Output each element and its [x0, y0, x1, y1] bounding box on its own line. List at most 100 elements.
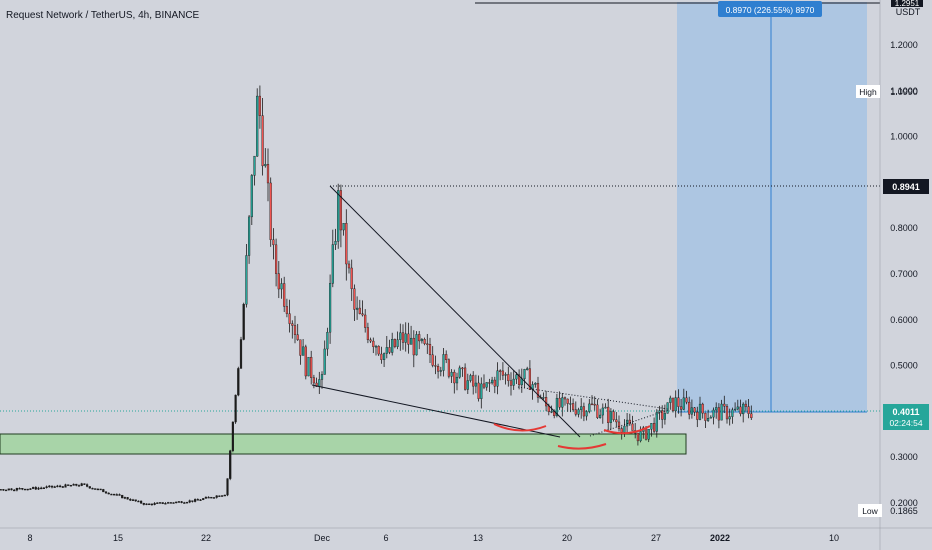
candle-body — [7, 488, 10, 491]
candle-body — [615, 419, 618, 423]
candle-body — [139, 500, 143, 504]
candle-body — [455, 376, 459, 384]
candle-body — [542, 397, 545, 399]
candle-body — [283, 283, 286, 307]
candle-body — [164, 503, 167, 505]
candle-body — [310, 356, 313, 378]
candle-body — [596, 404, 599, 418]
candle-body — [2, 489, 5, 491]
candle-body — [696, 411, 699, 420]
candle-body — [239, 339, 243, 369]
candle-body — [0, 489, 2, 491]
price-tick-label: 1.2000 — [890, 40, 918, 50]
candle-body — [491, 379, 494, 384]
candle-body — [461, 367, 464, 370]
candle-body — [690, 407, 693, 415]
candle-body — [607, 406, 610, 423]
candle-body — [545, 397, 548, 407]
candle-body — [356, 307, 359, 310]
candle-body — [377, 345, 380, 355]
candle-body — [350, 267, 353, 289]
candle-body — [183, 502, 186, 504]
measure-badge[interactable] — [718, 1, 822, 17]
measure-label: 0.8970 (226.55%) 8970 — [726, 5, 815, 15]
candle-body — [172, 502, 175, 504]
candle-body — [18, 488, 21, 490]
price-tick-label: 0.7000 — [890, 269, 918, 279]
candle-body — [175, 501, 178, 504]
price-tick-label: 0.5000 — [890, 361, 918, 371]
price-tick-label: 0.2000 — [890, 498, 918, 508]
upper-dotted-trendline[interactable] — [517, 386, 669, 410]
candle-body — [431, 354, 434, 366]
candle-body — [650, 422, 653, 430]
candle-body — [302, 346, 305, 356]
support-zone-rect[interactable] — [0, 433, 687, 455]
candle-body — [418, 334, 421, 342]
candle-body — [358, 307, 361, 314]
candle-body — [469, 375, 472, 381]
candle-body — [396, 339, 399, 347]
candle-body — [426, 343, 429, 345]
candle-body — [682, 397, 685, 410]
candle-body — [45, 486, 48, 489]
candle-body — [56, 485, 59, 488]
candle-body — [698, 403, 702, 420]
candle-body — [59, 485, 62, 488]
candle-body — [156, 502, 159, 504]
candle-body — [96, 488, 99, 491]
candle-body — [504, 374, 507, 376]
candle-body — [666, 402, 669, 414]
candle-body — [361, 313, 364, 316]
candle-body — [137, 500, 140, 503]
candle-body — [442, 354, 445, 371]
candle-body — [393, 339, 396, 347]
candle-body — [609, 411, 612, 423]
candle-body — [428, 344, 432, 356]
high-value: 1.0990 — [890, 87, 918, 97]
chart-title: Request Network / TetherUS, 4h, BINANCE — [6, 10, 200, 21]
candle-body — [318, 379, 321, 387]
candle-body — [304, 346, 307, 377]
candle-body — [512, 378, 515, 386]
candle-body — [269, 182, 272, 240]
projection-box[interactable] — [677, 2, 867, 412]
candle-body — [601, 407, 604, 416]
candle-body — [223, 494, 226, 497]
descending-trendline[interactable] — [329, 185, 581, 438]
lower-trendline[interactable] — [311, 384, 561, 438]
time-tick-label: 10 — [829, 533, 839, 543]
candle-body — [458, 367, 461, 378]
candle-body — [134, 499, 137, 502]
candle-body — [582, 406, 585, 417]
candle-body — [299, 339, 302, 356]
candle-body — [445, 354, 448, 360]
candle-body — [91, 487, 94, 490]
price-tick-label: 1.0000 — [890, 132, 918, 142]
candle-body — [739, 406, 742, 415]
candle-body — [83, 483, 86, 485]
candle-body — [499, 370, 502, 372]
candle-body — [464, 367, 467, 390]
candle-body — [747, 406, 750, 414]
candle-body — [447, 359, 450, 377]
candle-body — [193, 499, 197, 502]
candle-body — [404, 333, 407, 343]
candle-body — [107, 492, 110, 495]
current-price-text: 0.4011 — [892, 407, 919, 417]
candle-body — [77, 485, 81, 487]
candle-body — [67, 484, 70, 486]
price-tick-label: 1.1000 — [890, 86, 918, 96]
candle-body — [75, 483, 78, 486]
time-axis[interactable]: 8 15 22 Dec 6 13 20 27 2022 10 — [27, 533, 839, 543]
candle-body — [574, 409, 577, 415]
candle-body — [13, 489, 16, 492]
candle-body — [669, 397, 672, 403]
price-axis-background — [880, 0, 932, 550]
candle-body — [199, 499, 202, 501]
candle-body — [364, 314, 367, 328]
candle-body — [623, 425, 626, 433]
candle-body — [555, 397, 558, 416]
